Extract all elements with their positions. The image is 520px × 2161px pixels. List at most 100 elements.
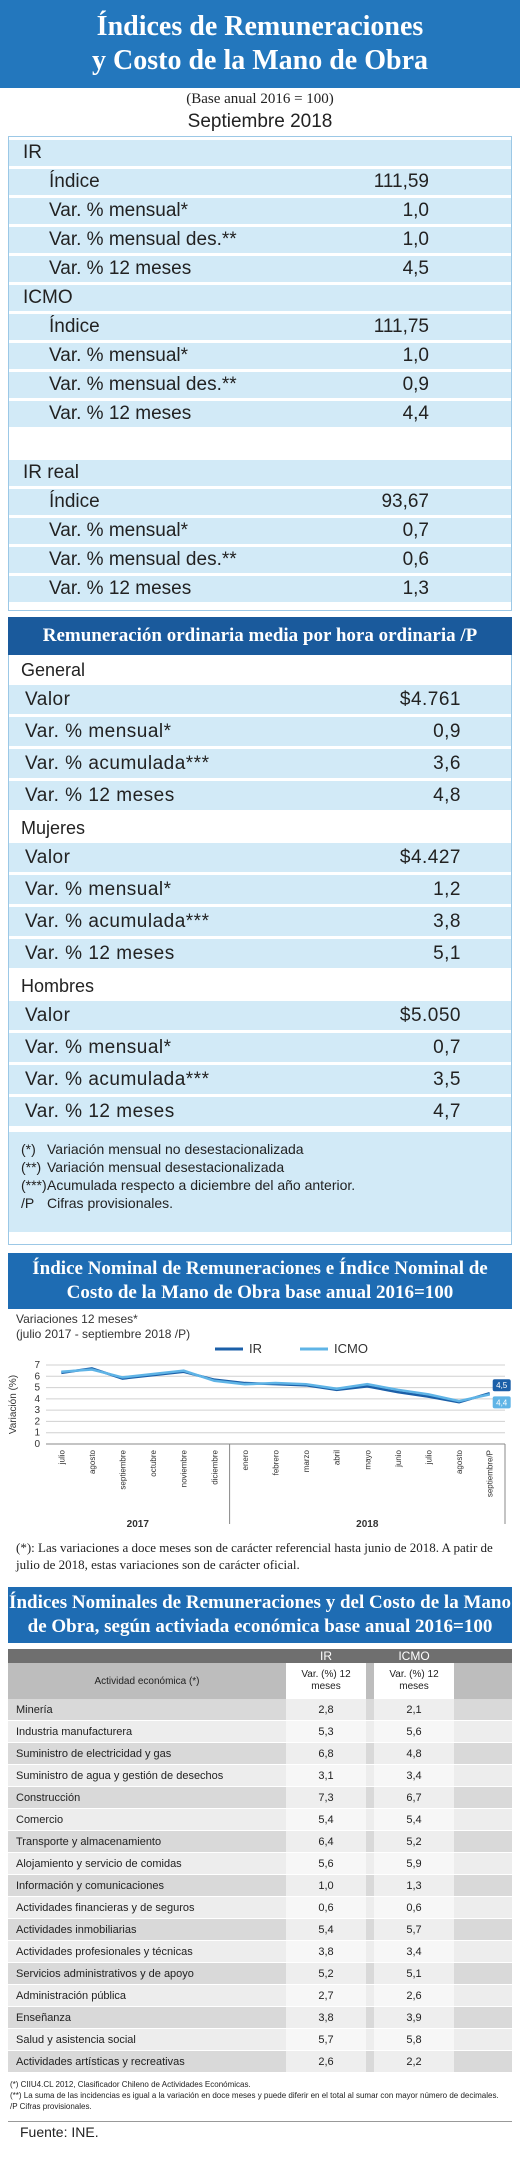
value-label-box: [492, 1379, 511, 1392]
row-label: Valor: [25, 847, 71, 868]
table-cell: 3,4: [374, 1941, 454, 1962]
table-note: (**) La suma de las incidencias es igual…: [10, 2091, 499, 2100]
x-tick-label: diciembre: [210, 1449, 219, 1484]
row-label: Var. % mensual des.**: [49, 549, 237, 570]
table-row: Actividades profesionales y técnicas 3,8 3…: [8, 1941, 512, 1963]
group-name: General: [21, 660, 86, 680]
data-row: Valor $4.427: [9, 843, 511, 872]
table-row: Comercio 5,4 5,4: [8, 1809, 512, 1831]
section-title: Remuneración ordinaria media por hora or…: [8, 617, 512, 655]
table-notes: (*) CIIU4.CL 2012, Clasificador Chileno …: [0, 2073, 520, 2117]
table-cell: Actividades profesionales y técnicas: [16, 1946, 193, 1958]
row-value: 4,7: [433, 1101, 461, 1122]
section-name: ICMO: [23, 287, 73, 308]
data-row: Var. % mensual* 1,0: [9, 198, 511, 224]
table-cell: 5,8: [374, 2029, 454, 2050]
table-cell: 5,2: [374, 1831, 454, 1852]
column-label: Actividad económica (*): [94, 1675, 200, 1687]
table-cell: 6,8: [286, 1743, 366, 1764]
x-tick-label: enero: [241, 1449, 250, 1470]
data-row: Valor $5.050: [9, 1001, 511, 1030]
table-cell: 5,7: [374, 1919, 454, 1940]
row-label: Var. % mensual*: [49, 200, 189, 221]
row-value: $5.050: [399, 1005, 461, 1026]
table-cell: 5,4: [286, 1919, 366, 1940]
row-label: Var. % mensual des.**: [49, 374, 237, 395]
row-value: 5,1: [433, 943, 461, 964]
x-tick-label: julio: [425, 1449, 434, 1465]
x-tick-label: junio: [394, 1449, 403, 1467]
row-value: 0,7: [433, 1037, 461, 1058]
row-label: Valor: [25, 1005, 71, 1026]
table-cell: 0,6: [286, 1897, 366, 1918]
header: Índices de Remuneraciones y Costo de la M…: [0, 0, 520, 88]
row-value: 1,0: [402, 200, 429, 221]
table-row: Suministro de electricidad y gas 6,8 4,8: [8, 1743, 512, 1765]
table-row: Salud y asistencia social 5,7 5,8: [8, 2029, 512, 2051]
row-label: Var. % 12 meses: [49, 258, 192, 279]
y-tick-label: 6: [34, 1371, 40, 1382]
section-name: IR: [23, 142, 42, 163]
year-label: 2018: [356, 1519, 379, 1530]
x-tick-label: noviembre: [180, 1449, 189, 1487]
table-cell: 2,6: [374, 1985, 454, 2006]
group-name: Hombres: [21, 976, 95, 996]
note-key: (**): [21, 1159, 42, 1175]
data-row: Var. % 12 meses 4,5: [9, 256, 511, 282]
row-label: Índice: [49, 171, 100, 192]
year-label: 2017: [127, 1519, 150, 1530]
table-cell: 5,3: [286, 1721, 366, 1742]
base-note: (Base anual 2016 = 100): [186, 91, 334, 107]
chart-subtitle: Variaciones 12 meses*: [16, 1312, 138, 1326]
row-label: Var. % 12 meses: [25, 1101, 175, 1122]
data-row: Índice 111,59: [9, 169, 511, 195]
y-axis-label: Variación (%): [8, 1375, 19, 1434]
section-row: ICMO: [9, 285, 511, 311]
source: Fuente: INE.: [8, 2121, 512, 2142]
table-row: Suministro de agua y gestión de desechos…: [8, 1765, 512, 1787]
table-row: Servicios administrativos y de apoyo 5,2 5…: [8, 1963, 512, 1985]
table-cell: Construcción: [16, 1792, 81, 1804]
note: (*) Variación mensual no desestacionaliza…: [21, 1140, 499, 1158]
series-line: [61, 1368, 490, 1403]
note-key: (***): [21, 1177, 47, 1193]
data-row: Var. % mensual* 1,0: [9, 343, 511, 369]
table-cell: 3,1: [286, 1765, 366, 1786]
row-value: $4.761: [399, 689, 461, 710]
table-cell: 5,7: [286, 2029, 366, 2050]
table-cell: 2,6: [286, 2051, 366, 2072]
row-value: 3,8: [433, 911, 461, 932]
note-key: /P: [21, 1195, 35, 1211]
table-cell: 1,3: [374, 1875, 454, 1896]
note-text: Variación mensual no desestacionalizada: [47, 1141, 304, 1157]
data-row: Var. % acumulada*** 3,6: [9, 749, 511, 778]
table-cell: 5,4: [374, 1809, 454, 1830]
table-cell: Transporte y almacenamiento: [16, 1836, 162, 1848]
row-label: Var. % 12 meses: [25, 785, 175, 806]
row-value: 4,5: [402, 258, 429, 279]
note: /P Cifras provisionales.: [21, 1194, 499, 1212]
data-row: Var. % mensual des.** 1,0: [9, 227, 511, 253]
chart: Variaciones 12 meses*(julio 2017 - septi…: [8, 1312, 511, 1530]
note-key: (*): [21, 1141, 36, 1157]
row-value: 0,7: [402, 520, 429, 541]
table-cell: 5,6: [374, 1721, 454, 1742]
table-cell: 5,1: [374, 1963, 454, 1984]
spacer: [9, 430, 511, 460]
row-value: 0,6: [402, 549, 429, 570]
table-group-header: IR ICMO: [8, 1649, 512, 1663]
legend-label: ICMO: [334, 1341, 368, 1356]
group-label: IR: [320, 1649, 332, 1663]
table-cell: Industria manufacturera: [16, 1726, 133, 1738]
row-value: 111,75: [373, 316, 429, 337]
row-label: Var. % mensual des.**: [49, 229, 237, 250]
table-cell: 6,4: [286, 1831, 366, 1852]
data-row: Var. % acumulada*** 3,5: [9, 1065, 511, 1094]
row-value: 1,0: [402, 229, 429, 250]
table-cell: Enseñanza: [16, 2012, 72, 2024]
value-label-box: [492, 1396, 511, 1409]
x-tick-label: febrero: [272, 1449, 281, 1475]
data-row: Var. % 12 meses 5,1: [9, 939, 511, 968]
row-label: Var. % acumulada***: [25, 1069, 210, 1090]
row-value: 0,9: [402, 374, 429, 395]
